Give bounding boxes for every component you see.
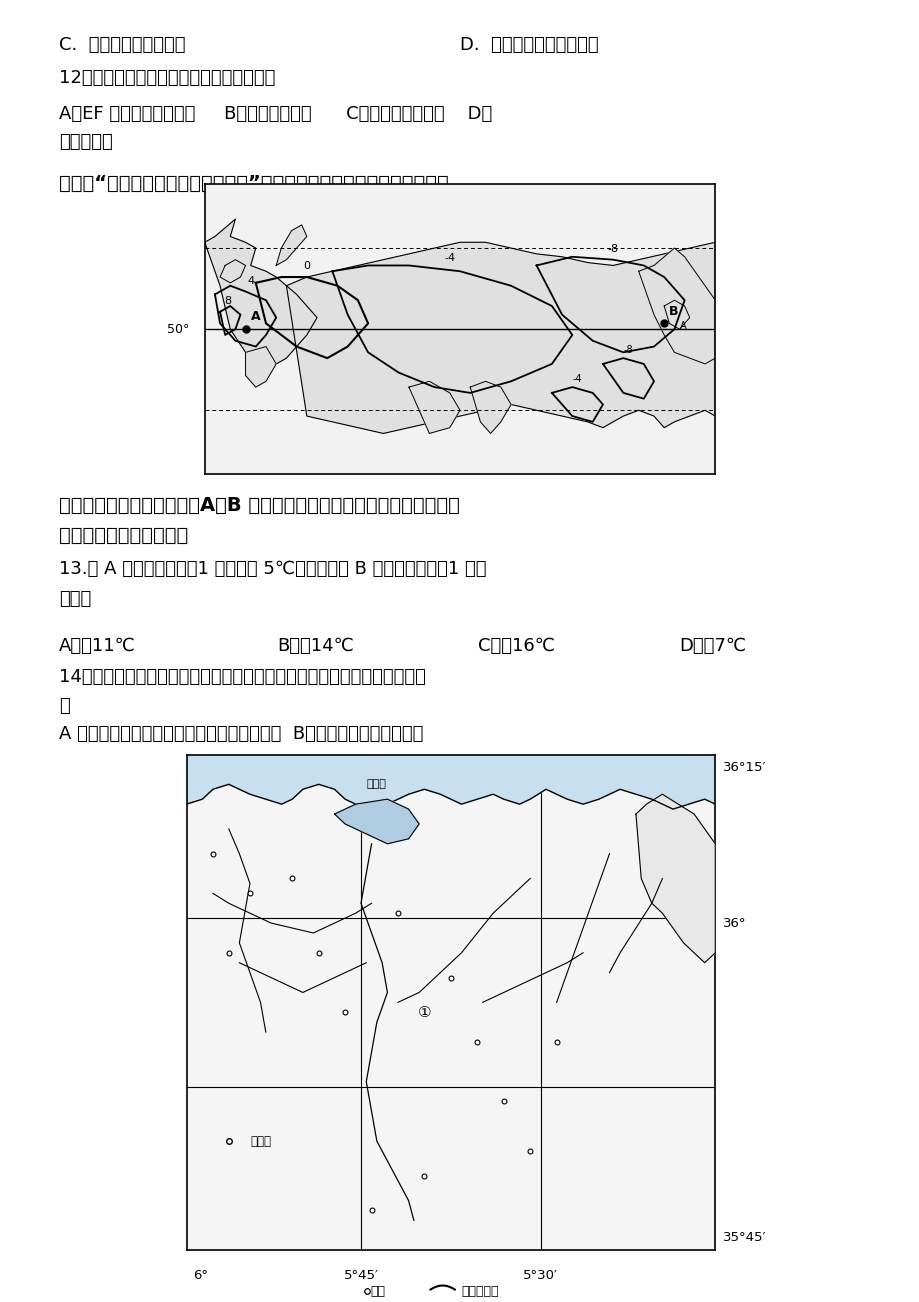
Text: A．EF 所处河段为地上河     B．具有凌汛现象      C．流量季节变化小    D．: A．EF 所处河段为地上河 B．具有凌汛现象 C．流量季节变化小 D． — [59, 104, 492, 122]
Text: 6°: 6° — [192, 1269, 208, 1282]
Text: 下图是“亚欧大陆气温等距平线略图”。气温距平值是指该地气温与同纬度: 下图是“亚欧大陆气温等距平线略图”。气温距平值是指该地气温与同纬度 — [59, 174, 448, 193]
Text: C．－16℃: C．－16℃ — [478, 638, 555, 655]
Text: A．－11℃: A．－11℃ — [59, 638, 136, 655]
Text: A 东岸有暖流影响且地势很高，所以数值较小  B．东岸的太阳辐射较弱，: A 东岸有暖流影响且地势很高，所以数值较小 B．东岸的太阳辐射较弱， — [59, 725, 423, 743]
Text: 平均气温的差值。下图中，A、B 两地（图中黑点）分别位于不同等距平线: 平均气温的差值。下图中，A、B 两地（图中黑点）分别位于不同等距平线 — [59, 496, 460, 514]
Text: 5°45′: 5°45′ — [343, 1269, 378, 1282]
Text: 河流流速快: 河流流速快 — [59, 133, 112, 151]
Text: 上。据此完成下列小题。: 上。据此完成下列小题。 — [59, 526, 187, 544]
Text: 河流、湖泊: 河流、湖泊 — [460, 1285, 498, 1298]
Text: 温的是: 温的是 — [59, 590, 91, 608]
Text: 5°30′: 5°30′ — [523, 1269, 558, 1282]
Text: 14．下列关于导致亚欧大陆东西岸气温距平值差异主要原因的叙述，正确的: 14．下列关于导致亚欧大陆东西岸气温距平值差异主要原因的叙述，正确的 — [59, 668, 425, 686]
Text: 是: 是 — [59, 697, 70, 715]
Text: 36°15′: 36°15′ — [721, 762, 766, 773]
Text: 35°45′: 35°45′ — [721, 1230, 766, 1243]
Text: D．－7℃: D．－7℃ — [678, 638, 745, 655]
Text: B．－14℃: B．－14℃ — [278, 638, 354, 655]
Text: 13.若 A 地（大陆西岸）1 月均温是 5℃，则最符合 B 地（大陆东岸）1 月均: 13.若 A 地（大陆西岸）1 月均温是 5℃，则最符合 B 地（大陆东岸）1 … — [59, 560, 486, 578]
Text: C.  地质构造上属于背斜: C. 地质构造上属于背斜 — [59, 36, 185, 55]
Text: 36°: 36° — [721, 917, 745, 930]
Text: D.  该河段河流以下蚀为主: D. 该河段河流以下蚀为主 — [460, 36, 598, 55]
Text: 12．关于该河流水文特征的描述，可信的是: 12．关于该河流水文特征的描述，可信的是 — [59, 69, 275, 86]
Text: 城市: 城市 — [370, 1285, 385, 1298]
